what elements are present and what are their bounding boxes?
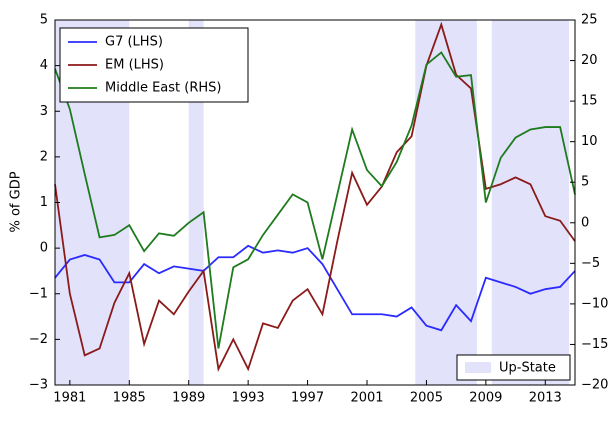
y2-tick-label: −20 [581, 378, 608, 393]
y-tick-label: 4 [40, 58, 48, 73]
y-axis-label: % of GDP [9, 171, 24, 232]
legend-label: EM (LHS) [105, 58, 164, 73]
y-tick-label: 2 [40, 149, 48, 164]
x-tick-label: 1997 [291, 391, 324, 406]
y2-tick-label: −10 [581, 296, 608, 311]
y-tick-label: 3 [40, 104, 48, 119]
y-tick-label: −1 [29, 286, 48, 301]
y-tick-label: −3 [29, 378, 48, 393]
y2-tick-label: −15 [581, 337, 608, 352]
y2-tick-label: 10 [581, 134, 598, 149]
y-tick-label: −2 [29, 332, 48, 347]
legend-label: Up-State [499, 361, 556, 376]
x-tick-label: 1993 [232, 391, 265, 406]
series-line [54, 51, 576, 349]
y2-tick-label: 0 [581, 215, 589, 230]
y2-tick-label: 15 [581, 94, 598, 109]
x-tick-label: 1989 [172, 391, 205, 406]
y2-tick-label: 25 [581, 13, 598, 28]
legend-swatch [465, 362, 491, 373]
series-line [54, 21, 576, 372]
legend-label: Middle East (RHS) [105, 81, 221, 96]
y-tick-label: 0 [40, 241, 48, 256]
x-tick-label: 2009 [469, 391, 502, 406]
x-tick-label: 2001 [350, 391, 383, 406]
x-tick-label: 1985 [113, 391, 146, 406]
y2-tick-label: 5 [581, 175, 589, 190]
y2-tick-label: 20 [581, 53, 598, 68]
y-tick-label: 5 [40, 13, 48, 28]
y-tick-label: 1 [40, 195, 48, 210]
series-line [54, 244, 576, 332]
shaded-region [491, 20, 570, 385]
legend-label: G7 (LHS) [105, 35, 163, 50]
y2-tick-label: −5 [581, 256, 600, 271]
x-tick-label: 1981 [53, 391, 86, 406]
x-tick-label: 2005 [410, 391, 443, 406]
x-tick-label: 2013 [529, 391, 562, 406]
shaded-region [188, 20, 204, 385]
